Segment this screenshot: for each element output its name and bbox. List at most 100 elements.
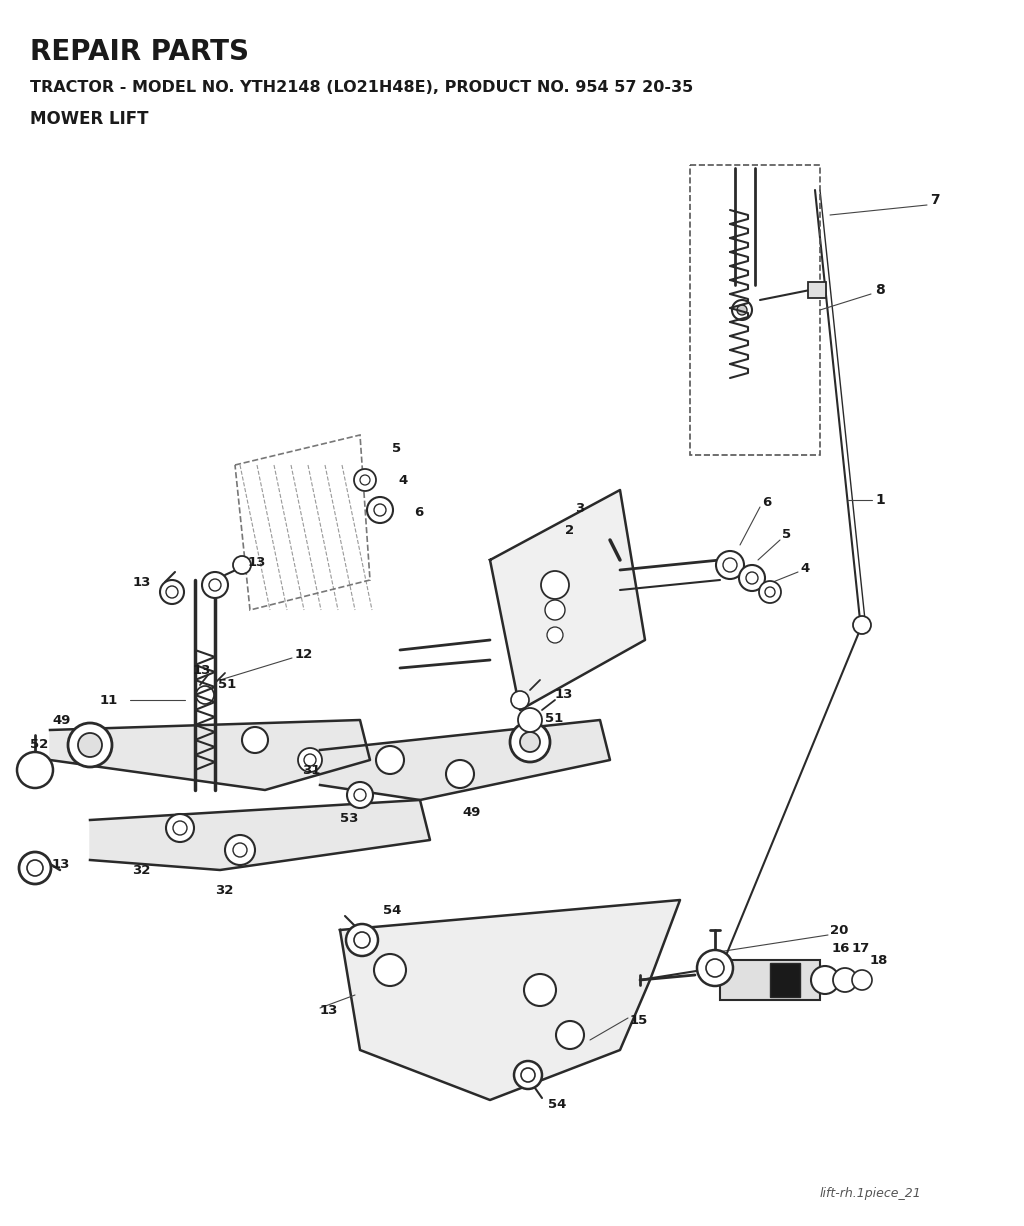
Circle shape [242,727,268,753]
Text: 5: 5 [392,441,401,455]
Circle shape [545,600,565,620]
Circle shape [374,504,386,516]
Bar [808,282,826,298]
Circle shape [374,954,406,986]
Text: 52: 52 [30,738,48,752]
Circle shape [853,615,871,634]
Text: 4: 4 [800,562,809,575]
Circle shape [68,723,112,767]
Circle shape [360,474,370,485]
Circle shape [852,970,872,991]
Text: 12: 12 [295,649,313,662]
Circle shape [173,821,187,835]
Circle shape [19,852,51,884]
Text: TRACTOR - MODEL NO. YTH2148 (LO21H48E), PRODUCT NO. 954 57 20-35: TRACTOR - MODEL NO. YTH2148 (LO21H48E), … [30,80,693,94]
Circle shape [746,573,758,584]
Text: 51: 51 [545,711,563,725]
Polygon shape [319,720,610,801]
Text: 13: 13 [319,1004,338,1016]
Text: 13: 13 [555,689,573,701]
Text: REPAIR PARTS: REPAIR PARTS [30,38,249,66]
Circle shape [556,1021,584,1049]
Text: 2: 2 [565,524,574,537]
Circle shape [225,835,255,866]
Circle shape [354,470,376,490]
Text: 51: 51 [218,678,237,691]
Circle shape [166,586,178,598]
Circle shape [233,843,247,857]
Circle shape [518,707,542,732]
Text: 5: 5 [782,528,792,542]
Circle shape [547,626,563,642]
Circle shape [739,565,765,591]
Circle shape [732,300,752,320]
Circle shape [811,966,839,994]
Text: lift-rh.1piece_21: lift-rh.1piece_21 [820,1187,922,1200]
Text: 1: 1 [874,493,885,508]
Text: 13: 13 [193,663,211,677]
Text: 32: 32 [215,884,233,896]
Circle shape [78,733,102,756]
Text: 15: 15 [630,1014,648,1026]
Text: 54: 54 [548,1098,566,1112]
Circle shape [196,687,214,704]
Polygon shape [490,490,645,710]
Text: 20: 20 [830,923,848,937]
Text: 17: 17 [852,942,870,955]
Circle shape [521,1068,535,1083]
Circle shape [233,557,251,574]
Circle shape [446,760,474,788]
Text: 16: 16 [831,942,850,955]
Circle shape [202,573,228,598]
Circle shape [346,924,378,956]
Circle shape [510,722,550,763]
Polygon shape [90,801,430,870]
Text: 32: 32 [132,863,151,877]
Circle shape [514,1060,542,1089]
Bar [690,166,820,455]
Circle shape [354,790,366,801]
Circle shape [723,558,737,573]
Text: 49: 49 [52,714,71,727]
Text: 6: 6 [414,505,423,519]
Text: 13: 13 [133,575,152,588]
Circle shape [524,973,556,1007]
Circle shape [511,691,529,709]
Circle shape [354,932,370,948]
Text: 8: 8 [874,283,885,297]
Text: 18: 18 [870,954,889,966]
Circle shape [765,587,775,597]
Circle shape [716,550,744,579]
Circle shape [27,859,43,877]
Circle shape [367,497,393,524]
Circle shape [833,969,857,992]
Text: 53: 53 [340,812,358,825]
Circle shape [298,748,322,772]
Circle shape [737,305,746,315]
Circle shape [759,581,781,603]
Text: 6: 6 [762,495,771,509]
Text: 54: 54 [383,904,401,917]
Circle shape [209,579,221,591]
Bar [770,962,800,997]
Text: 13: 13 [248,555,266,569]
Circle shape [520,732,540,752]
Circle shape [304,754,316,766]
Text: 31: 31 [302,764,321,776]
Circle shape [706,959,724,977]
Text: 3: 3 [575,501,585,515]
Text: MOWER LIFT: MOWER LIFT [30,110,148,128]
Circle shape [166,814,194,842]
Polygon shape [340,900,680,1100]
Text: 49: 49 [462,805,480,819]
Text: 4: 4 [398,473,408,487]
Bar [720,960,820,1000]
Circle shape [76,731,104,759]
Text: 13: 13 [52,857,71,870]
Circle shape [17,752,53,788]
Circle shape [160,580,184,604]
Polygon shape [50,720,370,790]
Text: 11: 11 [100,694,118,706]
Text: 7: 7 [930,192,940,207]
Circle shape [541,571,569,600]
